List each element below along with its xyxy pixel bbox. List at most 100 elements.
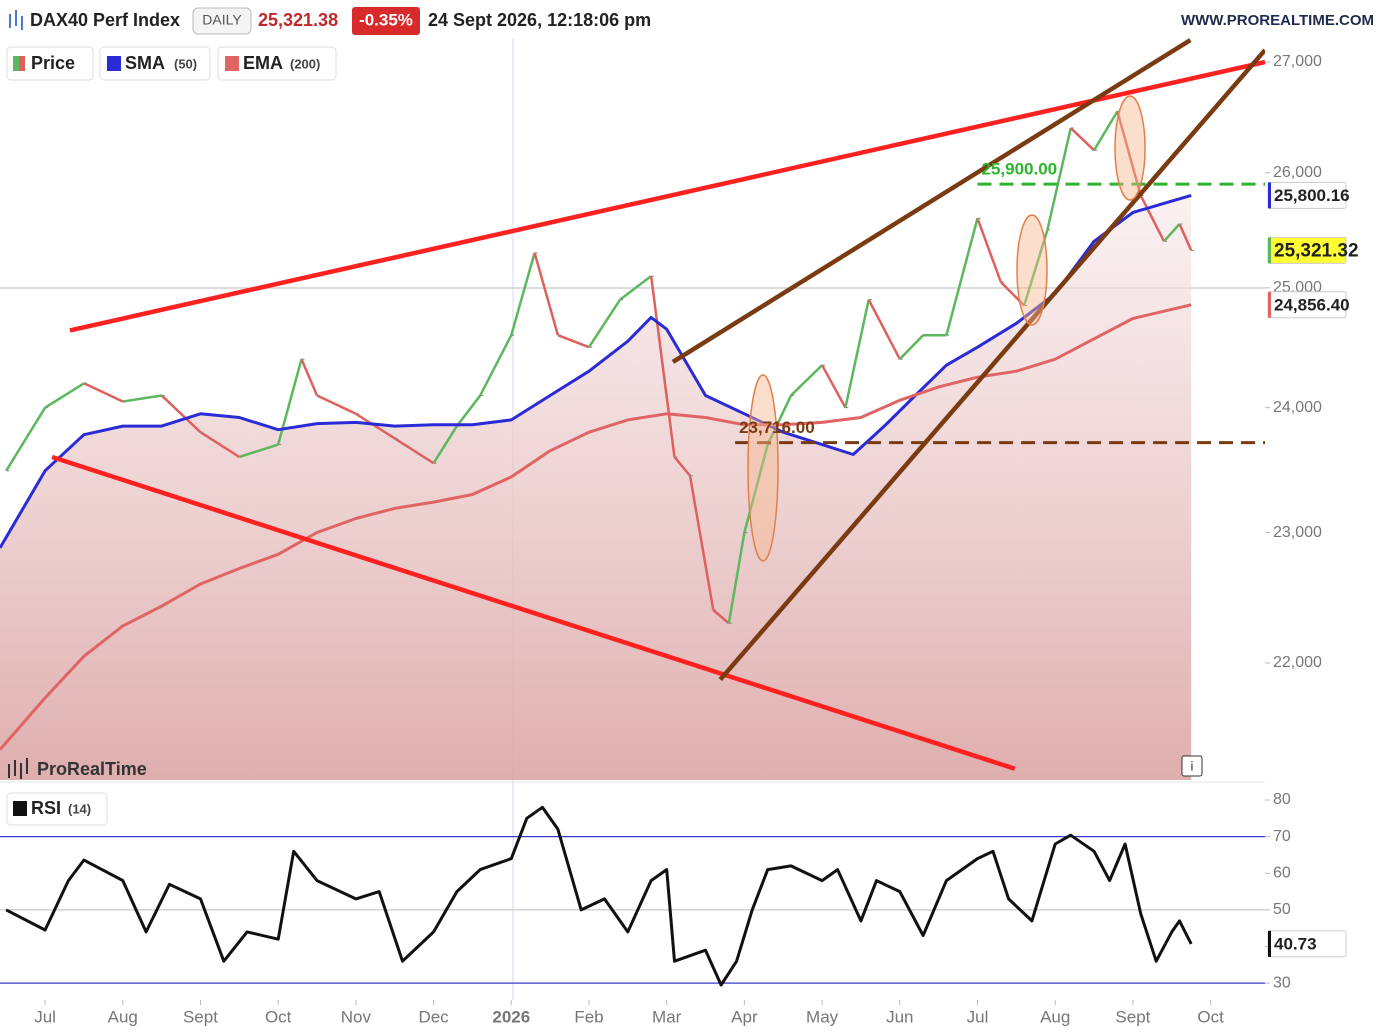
trendline <box>51 454 1016 771</box>
interval: DAILY <box>202 12 242 28</box>
legend-button[interactable] <box>99 46 211 81</box>
legend-label: SMA <box>125 53 165 73</box>
axes: 22,00023,00024,00025,00026,00027,0003040… <box>34 53 1358 1026</box>
price-segment <box>1116 111 1142 196</box>
price-segment <box>355 412 396 440</box>
price-segment <box>1163 223 1181 243</box>
price-segment <box>479 334 513 397</box>
site: WWW.PROREALTIME.COM <box>1181 12 1374 29</box>
y-tick-label: 50 <box>1273 901 1291 918</box>
price-segment <box>619 275 652 301</box>
price-segment <box>238 443 279 459</box>
x-tick-label: Sept <box>183 1007 218 1026</box>
interval-box <box>192 7 252 35</box>
trendline <box>718 48 1265 682</box>
candle-icon <box>9 10 23 30</box>
legend-swatch <box>225 56 239 71</box>
price-segment <box>5 407 47 472</box>
header: DAX40 Perf Index DAILY 25,321.38 -0.35% … <box>0 0 1379 38</box>
price-segment <box>44 382 85 409</box>
highlight-ellipses <box>747 95 1146 562</box>
price-segment <box>1178 223 1193 251</box>
y-tick-label: 27,000 <box>1273 53 1322 70</box>
trendline <box>671 38 1192 364</box>
y-tick-label: 70 <box>1273 828 1291 845</box>
x-tick-label: 2026 <box>492 1007 530 1026</box>
legend-label: Price <box>31 53 75 73</box>
trendline <box>69 59 1265 333</box>
price-segment <box>649 275 676 458</box>
last-value-tag: 24,856.40 <box>1267 291 1350 319</box>
last-value-label: 25,800.16 <box>1274 186 1350 205</box>
last-value-edge <box>1268 182 1271 209</box>
x-tick-label: Jul <box>967 1007 989 1026</box>
last-price: 25,321.38 <box>258 10 338 30</box>
info-button[interactable] <box>1181 755 1203 777</box>
price-segment <box>557 334 590 349</box>
x-tick-label: Apr <box>731 1007 758 1026</box>
x-tick-label: Jun <box>886 1007 913 1026</box>
rsi-legend: RSI (14) <box>6 792 108 826</box>
last-value-label: 25,321.32 <box>1274 240 1359 261</box>
price-panel <box>0 38 1265 780</box>
watermark: ProRealTime <box>8 758 147 779</box>
x-tick-label: Jul <box>34 1007 56 1026</box>
x-tick-label: Sept <box>1115 1007 1150 1026</box>
last-value-edge <box>1268 291 1271 318</box>
info-icon: i <box>1191 758 1194 773</box>
price-segment <box>83 382 124 403</box>
price-segment <box>533 252 560 336</box>
price-segment <box>898 334 925 361</box>
watermark-text: ProRealTime <box>37 759 147 779</box>
ellipse <box>1016 214 1048 326</box>
legend: Price SMA (50) EMA (200) <box>6 46 337 81</box>
price-segment <box>1046 127 1072 231</box>
y-tick-label: 26,000 <box>1273 164 1322 181</box>
last-value-label: 40.73 <box>1274 934 1317 953</box>
last-value-tag: 25,800.16 <box>1267 181 1350 209</box>
rsi-param: (14) <box>68 801 91 816</box>
x-tick-label: Aug <box>1040 1007 1070 1026</box>
price-segment <box>673 456 691 477</box>
datetime: 24 Sept 2026, 12:18:06 pm <box>428 10 651 30</box>
legend-swatch <box>19 56 25 71</box>
legend-button[interactable] <box>6 46 94 81</box>
price-segment <box>455 394 482 427</box>
price-segment <box>976 217 1002 283</box>
price-segment <box>945 217 979 336</box>
legend-button[interactable] <box>6 792 108 826</box>
price-segment <box>394 437 435 465</box>
y-tick-label: 60 <box>1273 864 1291 881</box>
last-value-tag: 25,321.32 <box>1267 236 1359 264</box>
price-segment <box>727 532 746 624</box>
series-line <box>0 303 1192 751</box>
price-segment <box>867 299 901 360</box>
ellipse <box>747 374 779 562</box>
y-tick-label: 24,000 <box>1273 399 1322 416</box>
sma-shade <box>0 195 1192 780</box>
legend-swatch <box>13 56 19 71</box>
x-tick-label: Dec <box>418 1007 449 1026</box>
rsi-panel <box>0 805 1265 987</box>
price-segment <box>790 364 823 397</box>
level-label: 23,716.00 <box>739 418 815 437</box>
legend-swatch <box>107 56 121 71</box>
legend-param: (50) <box>174 56 197 71</box>
y-tick-label: 23,000 <box>1273 524 1322 541</box>
price-segment <box>510 252 536 336</box>
price-segment <box>300 358 319 396</box>
price-segment <box>1092 110 1119 151</box>
price-segment <box>122 394 162 403</box>
last-value-label: 24,856.40 <box>1274 295 1350 314</box>
x-tick-label: Oct <box>1197 1007 1224 1026</box>
price-segment <box>316 394 357 415</box>
legend-button[interactable] <box>217 46 337 81</box>
last-value-edge <box>1268 930 1271 957</box>
x-tick-label: May <box>806 1007 839 1026</box>
price-segment <box>432 425 458 464</box>
legend-param: (200) <box>290 56 320 71</box>
price-segment <box>820 364 847 409</box>
price-segment <box>1139 194 1166 242</box>
